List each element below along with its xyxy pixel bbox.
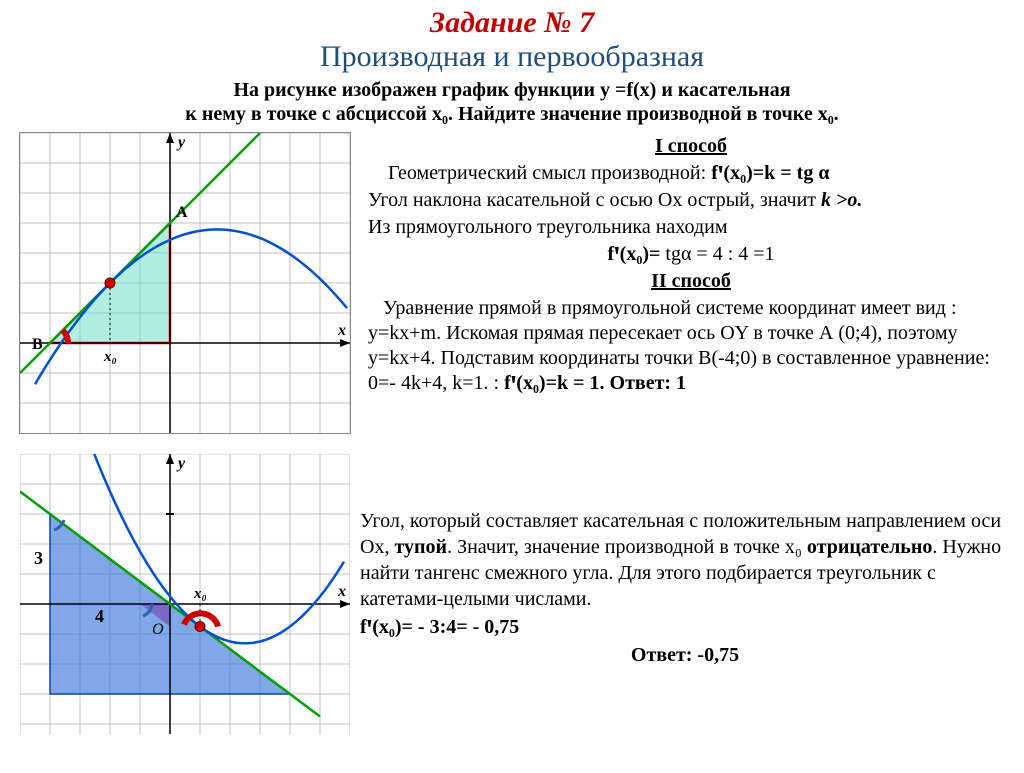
- chart-2: 3 4 x y x₀ O: [20, 454, 350, 734]
- bottom-formula: fꞌ(x₀)= - 3:4= - 0,75: [360, 614, 1010, 640]
- svg-text:4: 4: [95, 606, 104, 626]
- problem-line1: На рисунке изображен график функции y =f…: [233, 79, 790, 101]
- svg-text:x₀: x₀: [193, 586, 207, 602]
- method1-line3: Из прямоугольного треугольника находим: [368, 215, 1014, 240]
- bottom-line1: Угол, который составляет касательная с п…: [360, 508, 1010, 612]
- svg-text:x₀: x₀: [103, 349, 117, 365]
- charts-column: A Bx y x₀ 3 4 x y x₀ O: [10, 132, 360, 734]
- svg-text:x: x: [337, 583, 346, 600]
- method1-title: I способ: [368, 134, 1014, 159]
- svg-text:3: 3: [34, 548, 43, 568]
- chart-1: A Bx y x₀: [19, 132, 351, 434]
- method1-line1: Геометрический смысл производной: fꞌ(x₀)…: [368, 161, 1014, 186]
- svg-text:B: B: [32, 336, 43, 353]
- svg-text:O: O: [152, 621, 164, 638]
- method1-line2: Угол наклона касательной с осью Ох остры…: [368, 188, 1014, 213]
- svg-text:A: A: [176, 204, 188, 221]
- method2-title: II способ: [368, 269, 1014, 294]
- subtitle: Производная и первообразная: [0, 40, 1024, 74]
- method1-formula2: fꞌ(x₀)= tgα = 4 : 4 =1: [368, 242, 1014, 267]
- bottom-solution: Угол, который составляет касательная с п…: [360, 506, 1010, 670]
- svg-text:x: x: [337, 322, 346, 339]
- svg-text:y: y: [176, 455, 186, 472]
- method2-body: Уравнение прямой в прямоугольной системе…: [368, 296, 1014, 396]
- task-title: Задание № 7: [0, 6, 1024, 40]
- svg-text:y: y: [176, 134, 186, 151]
- problem-statement: На рисунке изображен график функции y =f…: [30, 78, 994, 126]
- problem-line2: к нему в точке с абсциссой x₀. Найдите з…: [185, 103, 838, 125]
- bottom-answer: Ответ: -0,75: [360, 642, 1010, 668]
